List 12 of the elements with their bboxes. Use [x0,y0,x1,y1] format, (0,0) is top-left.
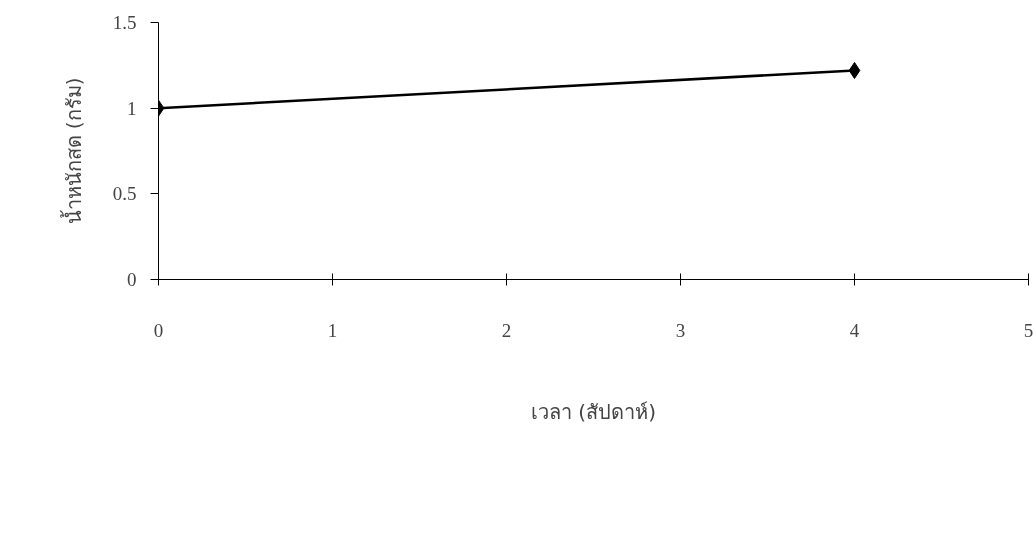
y-tick-label: 1 [127,97,137,119]
x-tick-label: 4 [849,319,860,341]
x-tick-label: 3 [675,319,686,341]
y-axis-title: น้ำหนักสด (กรัม) [59,77,86,225]
x-tick-label: 5 [1023,319,1034,341]
x-tick-label: 2 [501,319,512,341]
y-tick-label: 0.5 [112,183,137,205]
y-tick-label: 1.5 [112,12,137,33]
x-tick-label: 1 [327,319,338,341]
x-tick-label: 0 [153,319,164,341]
y-tick-label: 0 [127,269,137,290]
x-axis-title: เวลา (สัปดาห์) [531,399,656,424]
